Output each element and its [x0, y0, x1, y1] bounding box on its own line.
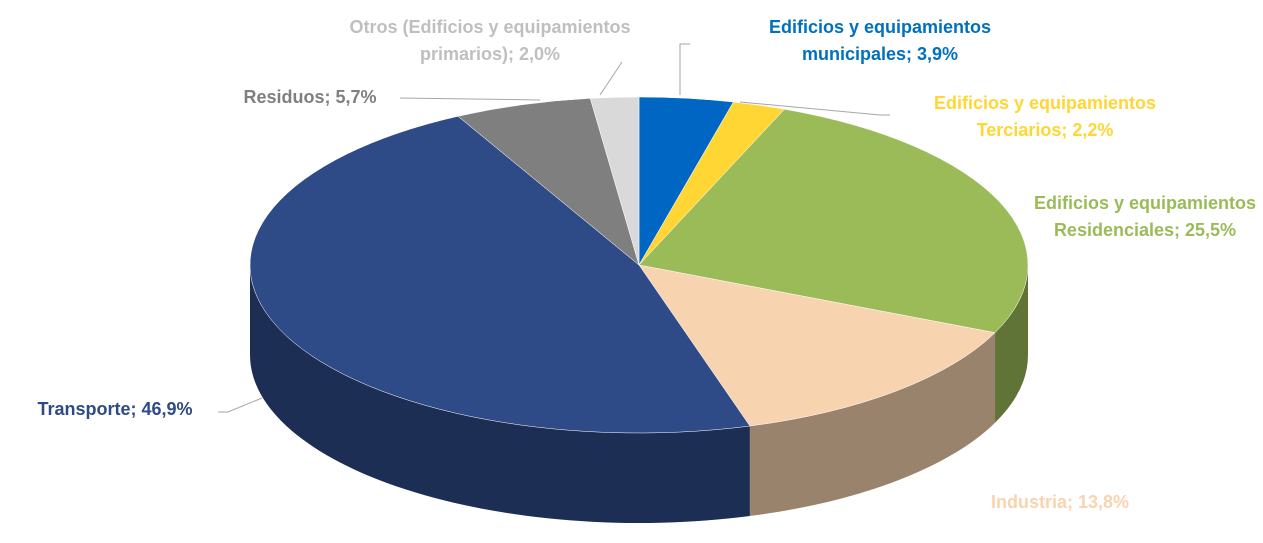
slice [638, 108, 1029, 333]
data-label: Transporte; 46,9% [37, 399, 193, 419]
slice-side [995, 265, 1028, 423]
slice [249, 116, 751, 434]
slice [589, 96, 640, 266]
slice-side [250, 265, 750, 523]
leader-line [679, 43, 690, 95]
data-label: Edificios y equipamientos municipales; 3… [768, 17, 992, 64]
data-label: Edificios y equipamientos Terciarios; 2,… [933, 93, 1157, 140]
leader-line [399, 97, 541, 101]
leader-line [739, 101, 890, 116]
leader-line [218, 397, 263, 413]
slice [457, 98, 640, 266]
data-label: Otros (Edificios y equipamientos primari… [349, 17, 631, 64]
data-label: Industria; 13,8% [990, 492, 1130, 512]
leader-line [599, 61, 623, 96]
slice-side [749, 332, 996, 517]
slice [638, 264, 996, 427]
data-label: Residuos; 5,7% [243, 87, 377, 107]
data-label: Edificios y equipamientos Residenciales;… [1033, 193, 1257, 240]
